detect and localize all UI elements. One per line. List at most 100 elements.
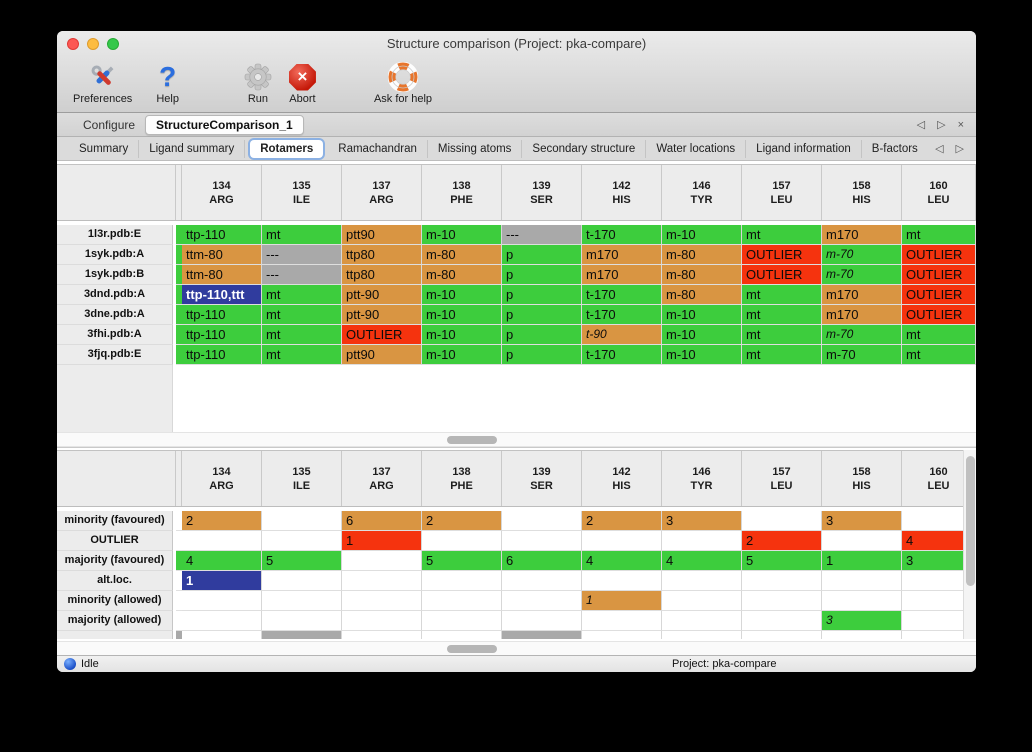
cell[interactable] xyxy=(502,511,582,531)
column-header[interactable]: 146 TYR xyxy=(662,165,742,220)
cell[interactable]: p xyxy=(502,265,582,285)
cell[interactable]: mt xyxy=(742,305,822,325)
cell[interactable]: mt xyxy=(262,305,342,325)
cell[interactable]: mt xyxy=(262,345,342,365)
cell[interactable] xyxy=(262,591,342,611)
subtab-next-icon[interactable]: ▷ xyxy=(955,143,964,155)
cell[interactable] xyxy=(742,571,822,591)
column-header[interactable]: 142 HIS xyxy=(582,165,662,220)
cell[interactable]: ptt90 xyxy=(342,225,422,245)
cell[interactable]: 1 xyxy=(582,591,662,611)
top-horizontal-scrollbar[interactable] xyxy=(57,432,976,446)
column-header[interactable]: 157 LEU xyxy=(742,165,822,220)
cell[interactable] xyxy=(662,571,742,591)
cell[interactable] xyxy=(262,611,342,631)
tab-structurecomparison-1[interactable]: StructureComparison_1 xyxy=(145,114,304,135)
titlebar[interactable]: Structure comparison (Project: pka-compa… xyxy=(57,31,976,57)
cell[interactable]: m-80 xyxy=(662,285,742,305)
column-header[interactable]: 134 ARG xyxy=(182,165,262,220)
cell[interactable]: 2 xyxy=(742,531,822,551)
bottom-vscroll-thumb[interactable] xyxy=(966,456,975,586)
cell[interactable]: m-10 xyxy=(662,305,742,325)
cell[interactable]: mt xyxy=(262,285,342,305)
cell[interactable]: OUTLIER xyxy=(342,325,422,345)
cell[interactable]: 6 xyxy=(502,551,582,571)
cell[interactable]: m170 xyxy=(822,225,902,245)
cell[interactable]: mt xyxy=(742,345,822,365)
cell[interactable] xyxy=(182,591,262,611)
cell[interactable]: 1 xyxy=(822,551,902,571)
tab-rotamers[interactable]: Rotamers xyxy=(250,139,324,158)
cell[interactable] xyxy=(662,611,742,631)
row-label[interactable]: 1syk.pdb:B xyxy=(57,265,173,285)
column-header[interactable]: 139 SER xyxy=(502,451,582,506)
column-header[interactable]: 157 LEU xyxy=(742,451,822,506)
cell[interactable]: m-10 xyxy=(422,325,502,345)
cell[interactable] xyxy=(502,591,582,611)
row-label[interactable]: 3dnd.pdb:A xyxy=(57,285,173,305)
tab-ramachandran[interactable]: Ramachandran xyxy=(328,139,428,158)
row-label[interactable]: 1syk.pdb:A xyxy=(57,245,173,265)
column-header[interactable]: 158 HIS xyxy=(822,451,902,506)
cell[interactable]: 4 xyxy=(582,551,662,571)
column-header[interactable]: 134 ARG xyxy=(182,451,262,506)
cell[interactable]: 1 xyxy=(182,571,262,591)
tab-summary[interactable]: Summary xyxy=(69,139,140,158)
row-label[interactable]: alt.loc. xyxy=(57,571,173,591)
cell[interactable]: mt xyxy=(262,325,342,345)
cell[interactable] xyxy=(742,591,822,611)
tab-water-locations[interactable]: Water locations xyxy=(646,139,747,158)
cell[interactable]: ttp-110 xyxy=(182,325,262,345)
cell[interactable]: mt xyxy=(742,285,822,305)
row-label[interactable]: 3fjq.pdb:E xyxy=(57,345,173,365)
bottom-hscroll-thumb[interactable] xyxy=(447,645,497,653)
cell[interactable] xyxy=(342,591,422,611)
cell[interactable]: m-10 xyxy=(422,305,502,325)
cell[interactable]: p xyxy=(502,245,582,265)
cell[interactable] xyxy=(262,531,342,551)
cell[interactable]: m170 xyxy=(822,305,902,325)
cell[interactable]: ttm-80 xyxy=(182,265,262,285)
cell[interactable] xyxy=(582,611,662,631)
cell[interactable] xyxy=(742,511,822,531)
cell[interactable]: 2 xyxy=(182,511,262,531)
cell[interactable] xyxy=(582,531,662,551)
column-header[interactable]: 135 ILE xyxy=(262,451,342,506)
cell[interactable] xyxy=(422,591,502,611)
cell[interactable]: m-70 xyxy=(822,345,902,365)
tab-prev-icon[interactable]: ◁ xyxy=(916,119,926,131)
cell[interactable]: ptt90 xyxy=(342,345,422,365)
cell[interactable]: mt xyxy=(902,345,976,365)
cell[interactable]: OUTLIER xyxy=(902,305,976,325)
cell[interactable] xyxy=(822,571,902,591)
cell[interactable]: t-170 xyxy=(582,345,662,365)
panel-splitter[interactable] xyxy=(57,446,976,448)
cell[interactable] xyxy=(822,531,902,551)
cell[interactable]: p xyxy=(502,325,582,345)
cell[interactable] xyxy=(422,531,502,551)
row-label[interactable]: minority (allowed) xyxy=(57,591,173,611)
minimize-button[interactable] xyxy=(87,38,99,50)
cell[interactable] xyxy=(342,551,422,571)
cell[interactable]: p xyxy=(502,345,582,365)
cell[interactable]: --- xyxy=(262,265,342,285)
cell[interactable]: ttp-110 xyxy=(182,305,262,325)
cell[interactable] xyxy=(502,531,582,551)
row-label[interactable]: 3fhi.pdb:A xyxy=(57,325,173,345)
tab-missing-atoms[interactable]: Missing atoms xyxy=(428,139,523,158)
cell[interactable]: mt xyxy=(902,325,976,345)
preferences-button[interactable]: Preferences xyxy=(67,60,138,106)
cell[interactable]: --- xyxy=(502,225,582,245)
cell[interactable] xyxy=(262,511,342,531)
cell[interactable]: mt xyxy=(742,325,822,345)
column-header[interactable]: 160 LEU xyxy=(902,165,976,220)
cell[interactable]: m-80 xyxy=(662,245,742,265)
cell[interactable] xyxy=(662,591,742,611)
cell[interactable]: m-10 xyxy=(662,325,742,345)
cell[interactable]: 4 xyxy=(662,551,742,571)
cell[interactable] xyxy=(662,531,742,551)
tab-close-icon[interactable]: × xyxy=(957,118,964,131)
cell[interactable]: t-90 xyxy=(582,325,662,345)
cell[interactable]: 4 xyxy=(182,551,262,571)
cell[interactable]: ptt-90 xyxy=(342,285,422,305)
